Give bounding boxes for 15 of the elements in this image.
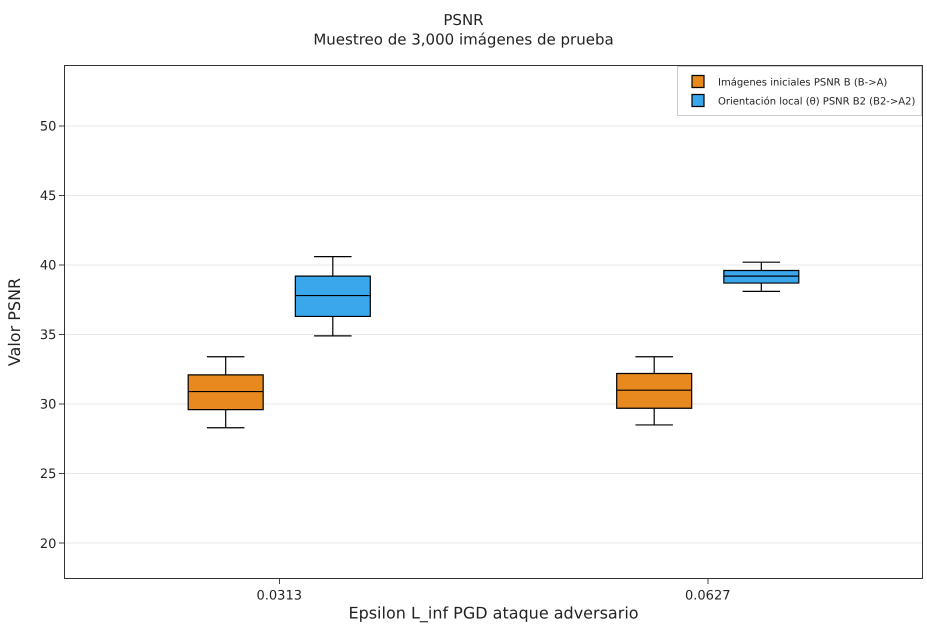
y-tick-label: 25 <box>40 467 56 482</box>
legend-label: Orientación local (θ) PSNR B2 (B2->A2) <box>718 96 916 108</box>
x-axis-title: Epsilon L_inf PGD ataque adversario <box>348 603 639 622</box>
y-tick-label: 35 <box>40 328 56 344</box>
y-axis-title: Valor PSNR <box>4 278 24 366</box>
y-tick-label: 30 <box>40 398 56 413</box>
y-tick-label: 50 <box>40 119 56 134</box>
x-tick-label: 0.0627 <box>685 588 730 604</box>
x-tick-label: 0.0313 <box>256 588 302 604</box>
chart-title: PSNR <box>443 11 484 30</box>
y-tick-label: 45 <box>40 188 56 204</box>
chart-subtitle: Muestreo de 3,000 imágenes de prueba <box>313 30 614 49</box>
y-tick-label: 20 <box>40 536 56 552</box>
y-tick-label: 40 <box>40 258 56 274</box>
legend-label: Imágenes iniciales PSNR B (B->A) <box>718 77 888 88</box>
